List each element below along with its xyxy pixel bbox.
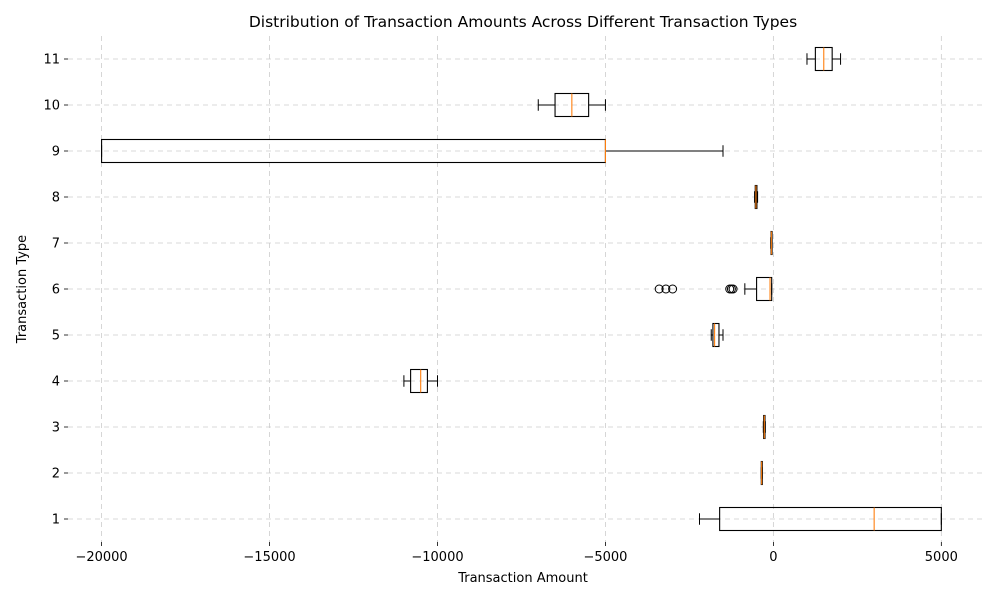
y-tick-label: 5 — [52, 329, 60, 344]
x-axis-label: Transaction Amount — [457, 571, 588, 586]
box-7 — [770, 230, 773, 256]
x-tick-label: −15000 — [243, 550, 295, 565]
y-tick-label: 8 — [52, 191, 60, 206]
box-10 — [537, 92, 606, 118]
box-11 — [806, 46, 842, 72]
ticks: −20000 −15000 −10000 −5000 0 5000 1 2 3 4 5 6 7 8 9 10 1… — [43, 53, 957, 566]
y-tick-label: 1 — [52, 513, 60, 528]
y-tick-label: 3 — [52, 421, 60, 436]
box-iqr — [712, 322, 720, 348]
outlier-point — [654, 284, 664, 294]
y-tick-label: 6 — [52, 283, 60, 298]
box-2 — [760, 460, 763, 486]
outlier-point — [661, 284, 671, 294]
box-9 — [101, 138, 724, 164]
x-tick-label: 5000 — [925, 550, 958, 565]
y-tick-label: 7 — [52, 237, 60, 252]
x-tick-label: −10000 — [411, 550, 463, 565]
box-4 — [403, 368, 438, 394]
x-tick-label: −5000 — [583, 550, 627, 565]
y-tick-label: 4 — [52, 375, 60, 390]
x-tick-label: −20000 — [75, 550, 127, 565]
boxes — [101, 46, 942, 532]
grid — [68, 36, 985, 542]
outlier-point — [668, 284, 678, 294]
chart-title: Distribution of Transaction Amounts Acro… — [249, 13, 797, 31]
y-tick-label: 11 — [43, 53, 60, 68]
box-8 — [754, 184, 759, 210]
y-tick-label: 9 — [52, 145, 60, 160]
box-iqr — [719, 506, 942, 532]
outlier-point — [728, 284, 738, 294]
box-1 — [698, 506, 942, 532]
box-iqr — [756, 276, 773, 302]
y-tick-label: 2 — [52, 467, 60, 482]
box-5 — [710, 322, 724, 348]
box-6 — [654, 276, 773, 302]
box-3 — [762, 414, 766, 440]
x-tick-label: 0 — [769, 550, 777, 565]
y-axis-label: Transaction Type — [15, 235, 30, 344]
box-iqr — [410, 368, 428, 394]
y-tick-label: 10 — [43, 99, 60, 114]
